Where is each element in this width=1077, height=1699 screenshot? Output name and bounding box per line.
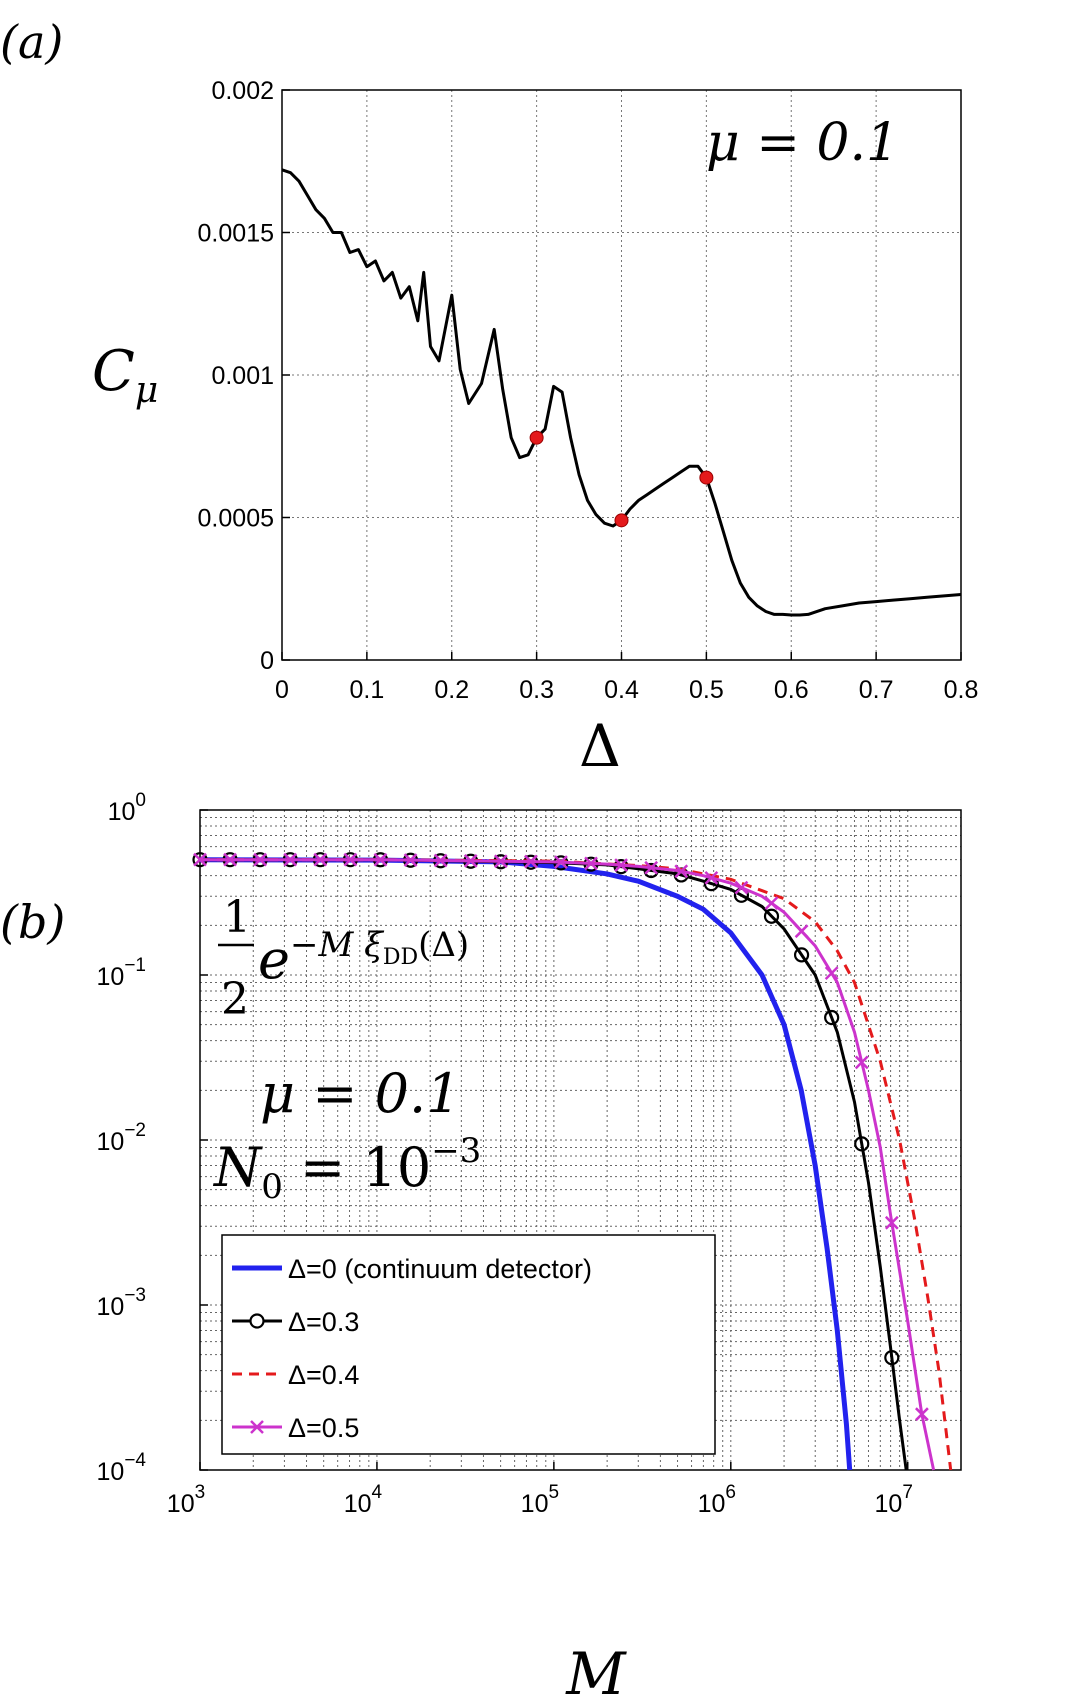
chart-a-ytick-label: 0.0005: [198, 505, 274, 533]
chart-b-ytick-label: 10−4: [97, 1450, 147, 1486]
legend-box: [221, 1234, 716, 1455]
chart-b-xtick-label: 104: [344, 1482, 383, 1518]
chart-b-xlabel: M: [565, 1640, 627, 1699]
chart-b-marker-3: [403, 853, 418, 867]
chart-a-ytick-label: 0.0015: [198, 220, 274, 248]
chart-b-marker-3: [734, 880, 749, 895]
chart-b-marker-3: [854, 1055, 869, 1070]
chart-b-annotation-mu: μ = 0.1: [260, 1062, 461, 1125]
chart-b-marker-3: [674, 864, 689, 879]
chart-a-xtick-label: 0: [275, 676, 289, 704]
legend-marker-1: [249, 1313, 265, 1329]
n0-sub: 0: [261, 1167, 283, 1207]
chart-a-ytick-label: 0.002: [211, 77, 274, 105]
formula-subscript: DD: [383, 945, 418, 970]
chart-b-marker-3: [193, 852, 207, 867]
chart-b-marker-3: [523, 854, 538, 869]
chart-a-xlabel: Δ: [579, 712, 621, 780]
chart-b-marker-3: [283, 852, 298, 867]
chart-b-marker-3: [614, 858, 628, 873]
n0-exp: −3: [431, 1131, 481, 1171]
formula-arg: (Δ): [418, 925, 469, 965]
chart-b-marker-3: [373, 852, 388, 867]
chart-b-ytick-label: 100: [108, 790, 146, 826]
chart-b-marker-3: [463, 853, 478, 868]
formula-numerator: 1: [223, 892, 251, 943]
chart-a-ylabel-sub: μ: [135, 370, 158, 411]
n0-base: N: [212, 1136, 263, 1199]
formula-denominator: 2: [221, 974, 249, 1025]
chart-b-marker-1: [643, 862, 659, 879]
chart-a: 0 0.1 0.2 0.3 0.4 0.5 0.6 0.7 0.8 0 0.0005 0.001 0.0…: [92, 77, 978, 780]
chart-a-ytick-label: 0.001: [211, 362, 274, 390]
chart-b-marker-1: [824, 1009, 840, 1026]
chart-a-gridlines: [282, 90, 961, 660]
chart-b-marker-3: [313, 852, 328, 867]
chart-b-ytick-label: 10−3: [97, 1285, 146, 1321]
chart-a-xtick-label: 0.2: [434, 676, 469, 704]
chart-a-xtick-label: 0.3: [519, 676, 554, 704]
chart-a-highlight-point: [699, 470, 714, 485]
chart-a-highlight-point: [614, 513, 629, 528]
chart-a-xtick-label: 0.7: [859, 676, 894, 704]
chart-b-marker-3: [644, 860, 659, 875]
chart-b-ytick-label: 10−1: [97, 955, 146, 991]
chart-b-marker-3: [915, 1407, 929, 1422]
chart-b-marker-3: [764, 896, 779, 911]
chart-b-xtick-label: 106: [698, 1482, 736, 1518]
chart-a-highlight-point: [529, 430, 544, 445]
chart-a-ylabel-base: C: [92, 339, 135, 404]
chart-a-annotation-mu: μ = 0.1: [706, 113, 899, 173]
chart-b-marker-3: [584, 856, 598, 871]
chart-a-ylabel: Cμ: [92, 339, 158, 411]
chart-a-xtick-label: 0.8: [944, 676, 979, 704]
chart-b-formula: 1 2 e−M ξDD(Δ): [218, 892, 469, 1025]
chart-a-xtick-label: 0.6: [774, 676, 809, 704]
formula-exponent: −M ξ: [290, 925, 385, 965]
legend-label-2: Δ=0.4: [288, 1360, 359, 1390]
legend-label-0: Δ=0 (continuum detector): [288, 1254, 592, 1284]
formula-expression: e−M ξDD(Δ): [258, 925, 469, 991]
chart-b-marker-3: [493, 854, 508, 869]
chart-b-marker-3: [223, 852, 237, 867]
chart-a-xtick-label: 0.4: [604, 676, 639, 704]
chart-a-xtick-label: 0.1: [349, 676, 384, 704]
chart-b-legend: Δ=0 (continuum detector) Δ=0.3 Δ=0.4 Δ=0.5: [221, 1234, 716, 1455]
chart-b-marker-1: [763, 908, 780, 924]
chart-b-marker-1: [884, 1350, 900, 1366]
chart-a-highlight-points: [529, 430, 714, 528]
chart-a-series-line: [281, 168, 962, 617]
chart-b-marker-3: [794, 924, 809, 939]
chart-b-marker-3: [704, 870, 719, 885]
chart-b-marker-3: [343, 852, 358, 867]
chart-b-marker-3: [554, 855, 568, 870]
n0-eq: = 10: [283, 1136, 431, 1199]
chart-b-marker-3: [433, 853, 448, 868]
chart-b-marker-1: [854, 1136, 870, 1152]
panel-label-a: (a): [0, 15, 63, 69]
chart-b-marker-3: [824, 966, 839, 981]
chart-b-annotation-n0: N0 = 10−3: [212, 1131, 481, 1207]
chart-b-xtick-label: 105: [521, 1482, 559, 1518]
chart-a-ytick-label: 0: [260, 647, 274, 675]
chart-b-marker-3: [884, 1215, 899, 1230]
chart-a-xtick-label: 0.5: [689, 676, 724, 704]
legend-label-3: Δ=0.5: [288, 1413, 359, 1443]
chart-b-series: [192, 852, 953, 1471]
panel-label-b: (b): [0, 895, 65, 949]
chart-b-xtick-label: 107: [875, 1482, 913, 1518]
chart-b-xtick-label: 103: [167, 1482, 205, 1518]
legend-marker-3: [250, 1420, 264, 1434]
chart-a-ticks: 0 0.1 0.2 0.3 0.4 0.5 0.6 0.7 0.8 0 0.0005 0.001 0.0…: [198, 77, 979, 704]
legend-label-1: Δ=0.3: [288, 1307, 359, 1337]
chart-b-ytick-label: 10−2: [97, 1120, 146, 1156]
formula-base: e: [258, 928, 290, 991]
chart-b-marker-3: [253, 852, 268, 867]
chart-b-series-line-3: [200, 858, 936, 1471]
chart-b-marker-1: [793, 947, 810, 963]
